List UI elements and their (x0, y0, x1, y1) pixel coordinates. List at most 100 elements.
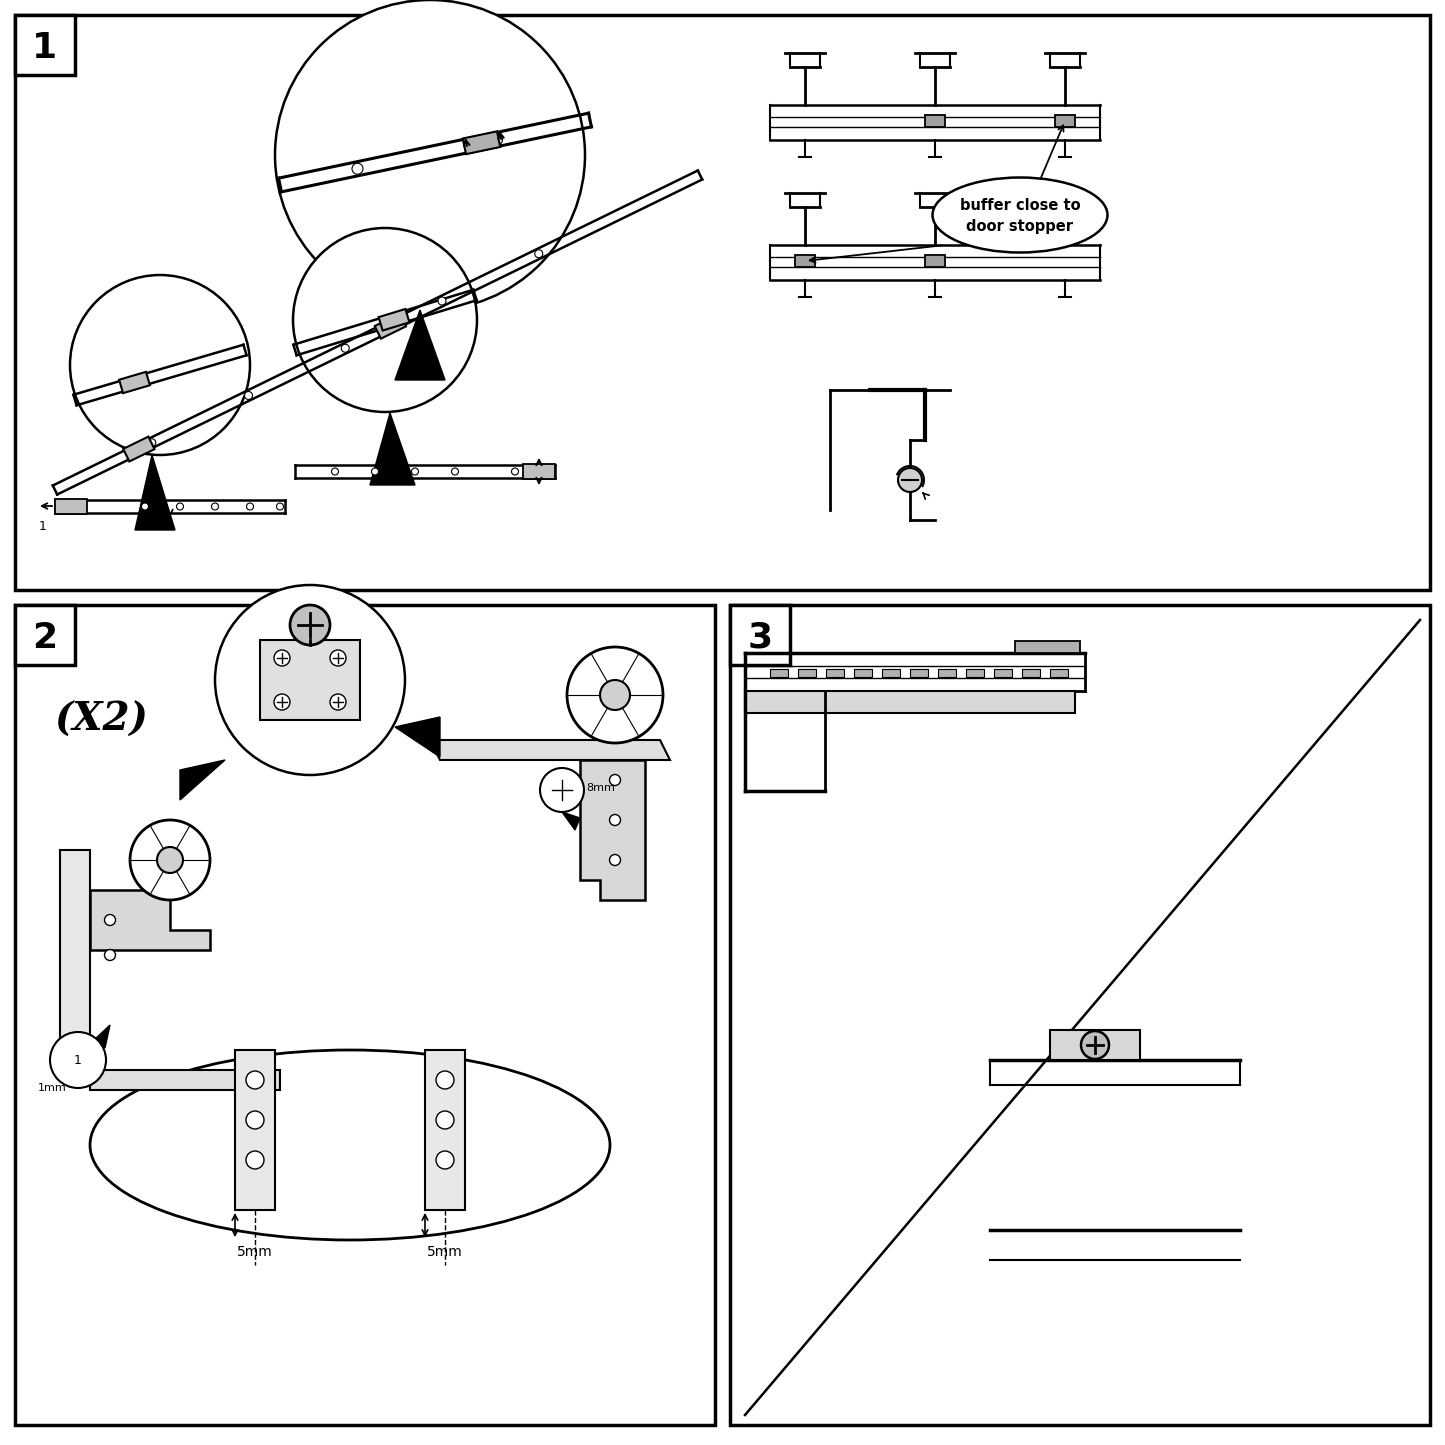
Bar (795, 254, 815, 267)
Bar (1022, 669, 1040, 678)
Circle shape (535, 250, 543, 257)
Polygon shape (90, 890, 210, 949)
Text: 5mm: 5mm (428, 1246, 462, 1259)
Circle shape (246, 1152, 264, 1169)
Polygon shape (374, 314, 406, 338)
Polygon shape (431, 740, 670, 760)
Circle shape (290, 605, 329, 644)
Bar (994, 669, 1012, 678)
Bar (827, 669, 844, 678)
Circle shape (438, 298, 447, 305)
Polygon shape (394, 311, 445, 380)
Circle shape (610, 854, 620, 866)
Bar (881, 669, 900, 678)
Circle shape (158, 847, 184, 873)
Circle shape (246, 1071, 264, 1090)
Circle shape (436, 1152, 454, 1169)
Circle shape (130, 819, 210, 900)
Polygon shape (579, 760, 644, 900)
Polygon shape (181, 760, 225, 801)
Circle shape (353, 163, 363, 175)
Circle shape (247, 503, 253, 510)
Circle shape (512, 468, 519, 475)
Bar (730, 605, 790, 665)
Circle shape (142, 503, 149, 510)
Bar (14, 605, 715, 1425)
Circle shape (275, 650, 290, 666)
Circle shape (600, 681, 630, 709)
Ellipse shape (932, 178, 1107, 253)
Text: 1: 1 (39, 520, 46, 533)
Circle shape (69, 275, 250, 455)
Text: 3: 3 (747, 621, 773, 655)
Circle shape (540, 767, 584, 812)
Bar (925, 254, 945, 267)
Polygon shape (379, 309, 409, 331)
Bar (910, 669, 928, 678)
Bar (14, 605, 75, 665)
Bar (523, 464, 555, 478)
Circle shape (329, 694, 345, 709)
Circle shape (436, 1111, 454, 1129)
Bar (260, 640, 360, 720)
Bar (798, 669, 816, 678)
Circle shape (331, 468, 338, 475)
Text: 8mm: 8mm (587, 783, 616, 793)
Circle shape (275, 694, 290, 709)
Bar (236, 1051, 275, 1209)
Polygon shape (123, 436, 155, 461)
Polygon shape (92, 1025, 110, 1048)
Circle shape (1081, 1030, 1108, 1059)
Bar (1055, 116, 1075, 127)
Circle shape (436, 1071, 454, 1090)
Circle shape (897, 468, 922, 491)
Circle shape (51, 1032, 105, 1088)
Bar (1014, 642, 1079, 653)
Circle shape (176, 503, 184, 510)
Polygon shape (61, 850, 90, 1069)
Bar (425, 1051, 465, 1209)
Bar (770, 669, 788, 678)
Circle shape (276, 503, 283, 510)
Circle shape (451, 468, 458, 475)
Polygon shape (90, 1069, 280, 1090)
Circle shape (610, 775, 620, 786)
Polygon shape (134, 455, 175, 530)
Circle shape (147, 439, 156, 447)
Bar (967, 669, 984, 678)
Circle shape (329, 650, 345, 666)
Bar (14, 14, 1431, 590)
Text: (X2): (X2) (55, 701, 149, 738)
Circle shape (341, 344, 350, 353)
Circle shape (104, 915, 116, 925)
Text: 1: 1 (74, 1053, 82, 1066)
Bar (938, 669, 957, 678)
Text: 1: 1 (32, 30, 58, 65)
Text: 5mm: 5mm (237, 1246, 273, 1259)
Circle shape (293, 228, 477, 412)
Bar (730, 605, 1431, 1425)
Circle shape (246, 1111, 264, 1129)
Circle shape (244, 392, 253, 399)
Polygon shape (370, 413, 415, 486)
Circle shape (371, 468, 379, 475)
Circle shape (215, 585, 405, 775)
Circle shape (211, 503, 218, 510)
Text: buffer close to: buffer close to (959, 198, 1081, 212)
Text: 1mm: 1mm (38, 1082, 66, 1092)
Bar (1051, 669, 1068, 678)
Circle shape (610, 815, 620, 825)
Text: 2: 2 (32, 621, 58, 655)
Polygon shape (394, 717, 439, 757)
Bar (925, 116, 945, 127)
Circle shape (275, 0, 585, 311)
Circle shape (412, 468, 419, 475)
Circle shape (491, 134, 503, 144)
Bar (1051, 1030, 1140, 1061)
Polygon shape (462, 131, 500, 155)
Bar (746, 691, 1075, 712)
Bar (14, 14, 75, 75)
Circle shape (104, 949, 116, 961)
Circle shape (566, 647, 663, 743)
Polygon shape (562, 812, 579, 829)
